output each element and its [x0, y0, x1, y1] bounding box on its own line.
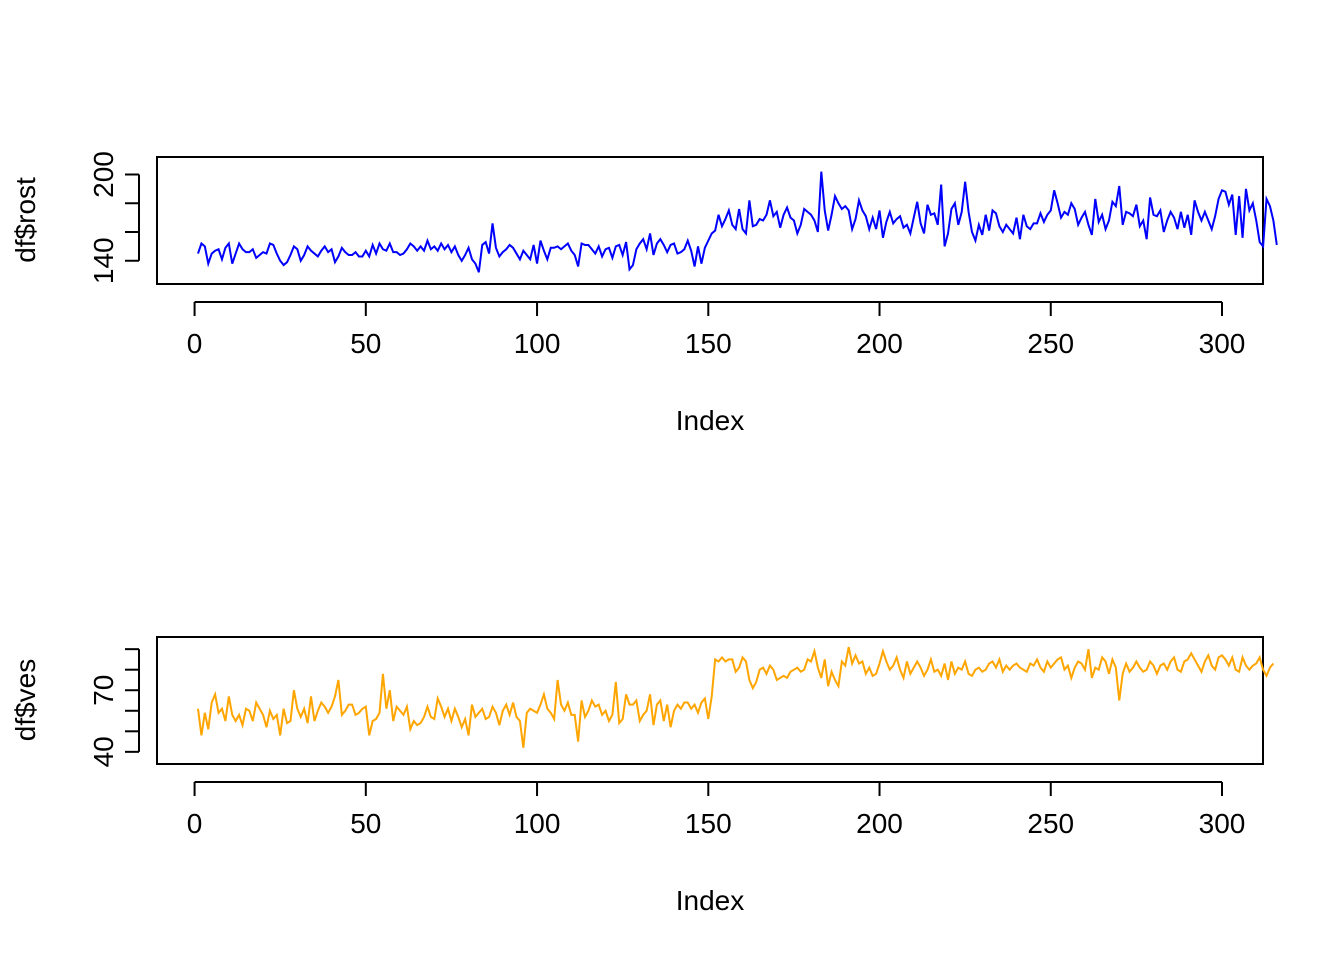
- ves-x-tick-label: 250: [1027, 808, 1074, 839]
- ves-x-axis-label: Index: [676, 885, 745, 916]
- ves-x-tick-label: 150: [685, 808, 732, 839]
- rost-y-axis: 140 200: [88, 151, 140, 284]
- rost-y-axis-label: df$rost: [10, 177, 41, 263]
- rost-x-tick-label: 300: [1199, 328, 1246, 359]
- rost-y-tick-label: 140: [88, 237, 119, 284]
- ves-y-axis-label: df$ves: [10, 659, 41, 742]
- ves-x-tick-label: 200: [856, 808, 903, 839]
- rost-panel: 0 50 100 150 200 250 300 140 200 Index df$rost: [10, 151, 1278, 436]
- rost-x-tick-label: 200: [856, 328, 903, 359]
- ves-x-tick-label: 50: [350, 808, 381, 839]
- ves-y-tick-label: 70: [88, 675, 119, 706]
- rost-x-tick-label: 250: [1027, 328, 1074, 359]
- rost-series-line: [197, 171, 1278, 273]
- rost-x-axis: 0 50 100 150 200 250 300: [187, 301, 1246, 359]
- ves-x-tick-label: 0: [187, 808, 203, 839]
- rost-x-axis-label: Index: [676, 405, 745, 436]
- ves-y-axis: 40 70: [88, 648, 140, 767]
- ves-x-axis: 0 50 100 150 200 250 300: [187, 781, 1246, 839]
- rost-plot-frame: [156, 156, 1264, 285]
- ves-x-tick-label: 300: [1199, 808, 1246, 839]
- rost-x-tick-label: 0: [187, 328, 203, 359]
- ves-y-tick-label: 40: [88, 736, 119, 767]
- ves-plot-frame: [156, 636, 1264, 765]
- rost-x-tick-label: 150: [685, 328, 732, 359]
- rost-y-tick-label: 200: [88, 151, 119, 198]
- ves-panel: 0 50 100 150 200 250 300 40 70 Index df$ves: [10, 636, 1275, 916]
- rost-x-tick-label: 100: [514, 328, 561, 359]
- rost-x-tick-label: 50: [350, 328, 381, 359]
- ves-x-tick-label: 100: [514, 808, 561, 839]
- ves-series-line: [197, 646, 1275, 748]
